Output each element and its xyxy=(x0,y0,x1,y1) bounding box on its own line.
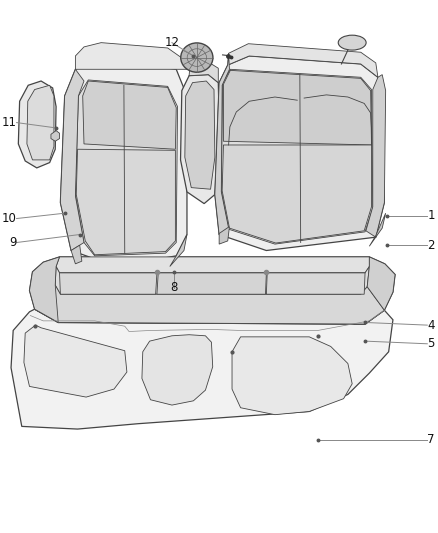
Polygon shape xyxy=(27,85,54,160)
Polygon shape xyxy=(71,245,82,264)
Text: 10: 10 xyxy=(2,212,17,225)
Polygon shape xyxy=(219,227,230,244)
Text: 4: 4 xyxy=(427,319,435,332)
Text: 5: 5 xyxy=(427,337,434,350)
Ellipse shape xyxy=(181,43,213,72)
Polygon shape xyxy=(142,335,213,405)
Text: 9: 9 xyxy=(9,236,17,249)
Polygon shape xyxy=(180,75,220,204)
Polygon shape xyxy=(60,273,157,294)
Polygon shape xyxy=(60,59,187,266)
Polygon shape xyxy=(60,69,84,251)
Text: 8: 8 xyxy=(170,281,178,294)
Polygon shape xyxy=(185,81,215,189)
Polygon shape xyxy=(29,257,60,322)
Polygon shape xyxy=(35,285,385,324)
Text: 2: 2 xyxy=(427,239,435,252)
Text: 1: 1 xyxy=(427,209,435,222)
Polygon shape xyxy=(215,53,230,235)
Polygon shape xyxy=(222,145,371,243)
Polygon shape xyxy=(215,56,385,251)
Polygon shape xyxy=(75,43,187,69)
Polygon shape xyxy=(75,80,177,256)
Polygon shape xyxy=(55,266,369,294)
Ellipse shape xyxy=(338,35,366,50)
Polygon shape xyxy=(170,235,187,266)
Polygon shape xyxy=(24,325,127,397)
Polygon shape xyxy=(189,61,218,83)
Polygon shape xyxy=(51,131,60,141)
Text: 11: 11 xyxy=(2,116,17,129)
Polygon shape xyxy=(83,81,176,149)
Polygon shape xyxy=(18,81,56,168)
Text: 7: 7 xyxy=(427,433,435,446)
Polygon shape xyxy=(369,213,385,246)
Polygon shape xyxy=(228,44,378,77)
Polygon shape xyxy=(232,337,352,415)
Polygon shape xyxy=(366,75,385,237)
Polygon shape xyxy=(76,149,175,255)
Polygon shape xyxy=(29,257,395,324)
Polygon shape xyxy=(223,70,371,145)
Polygon shape xyxy=(221,69,373,244)
Text: 12: 12 xyxy=(164,36,180,49)
Polygon shape xyxy=(56,257,369,273)
Polygon shape xyxy=(266,273,365,294)
Polygon shape xyxy=(11,309,393,429)
Polygon shape xyxy=(367,257,395,310)
Polygon shape xyxy=(157,273,266,294)
